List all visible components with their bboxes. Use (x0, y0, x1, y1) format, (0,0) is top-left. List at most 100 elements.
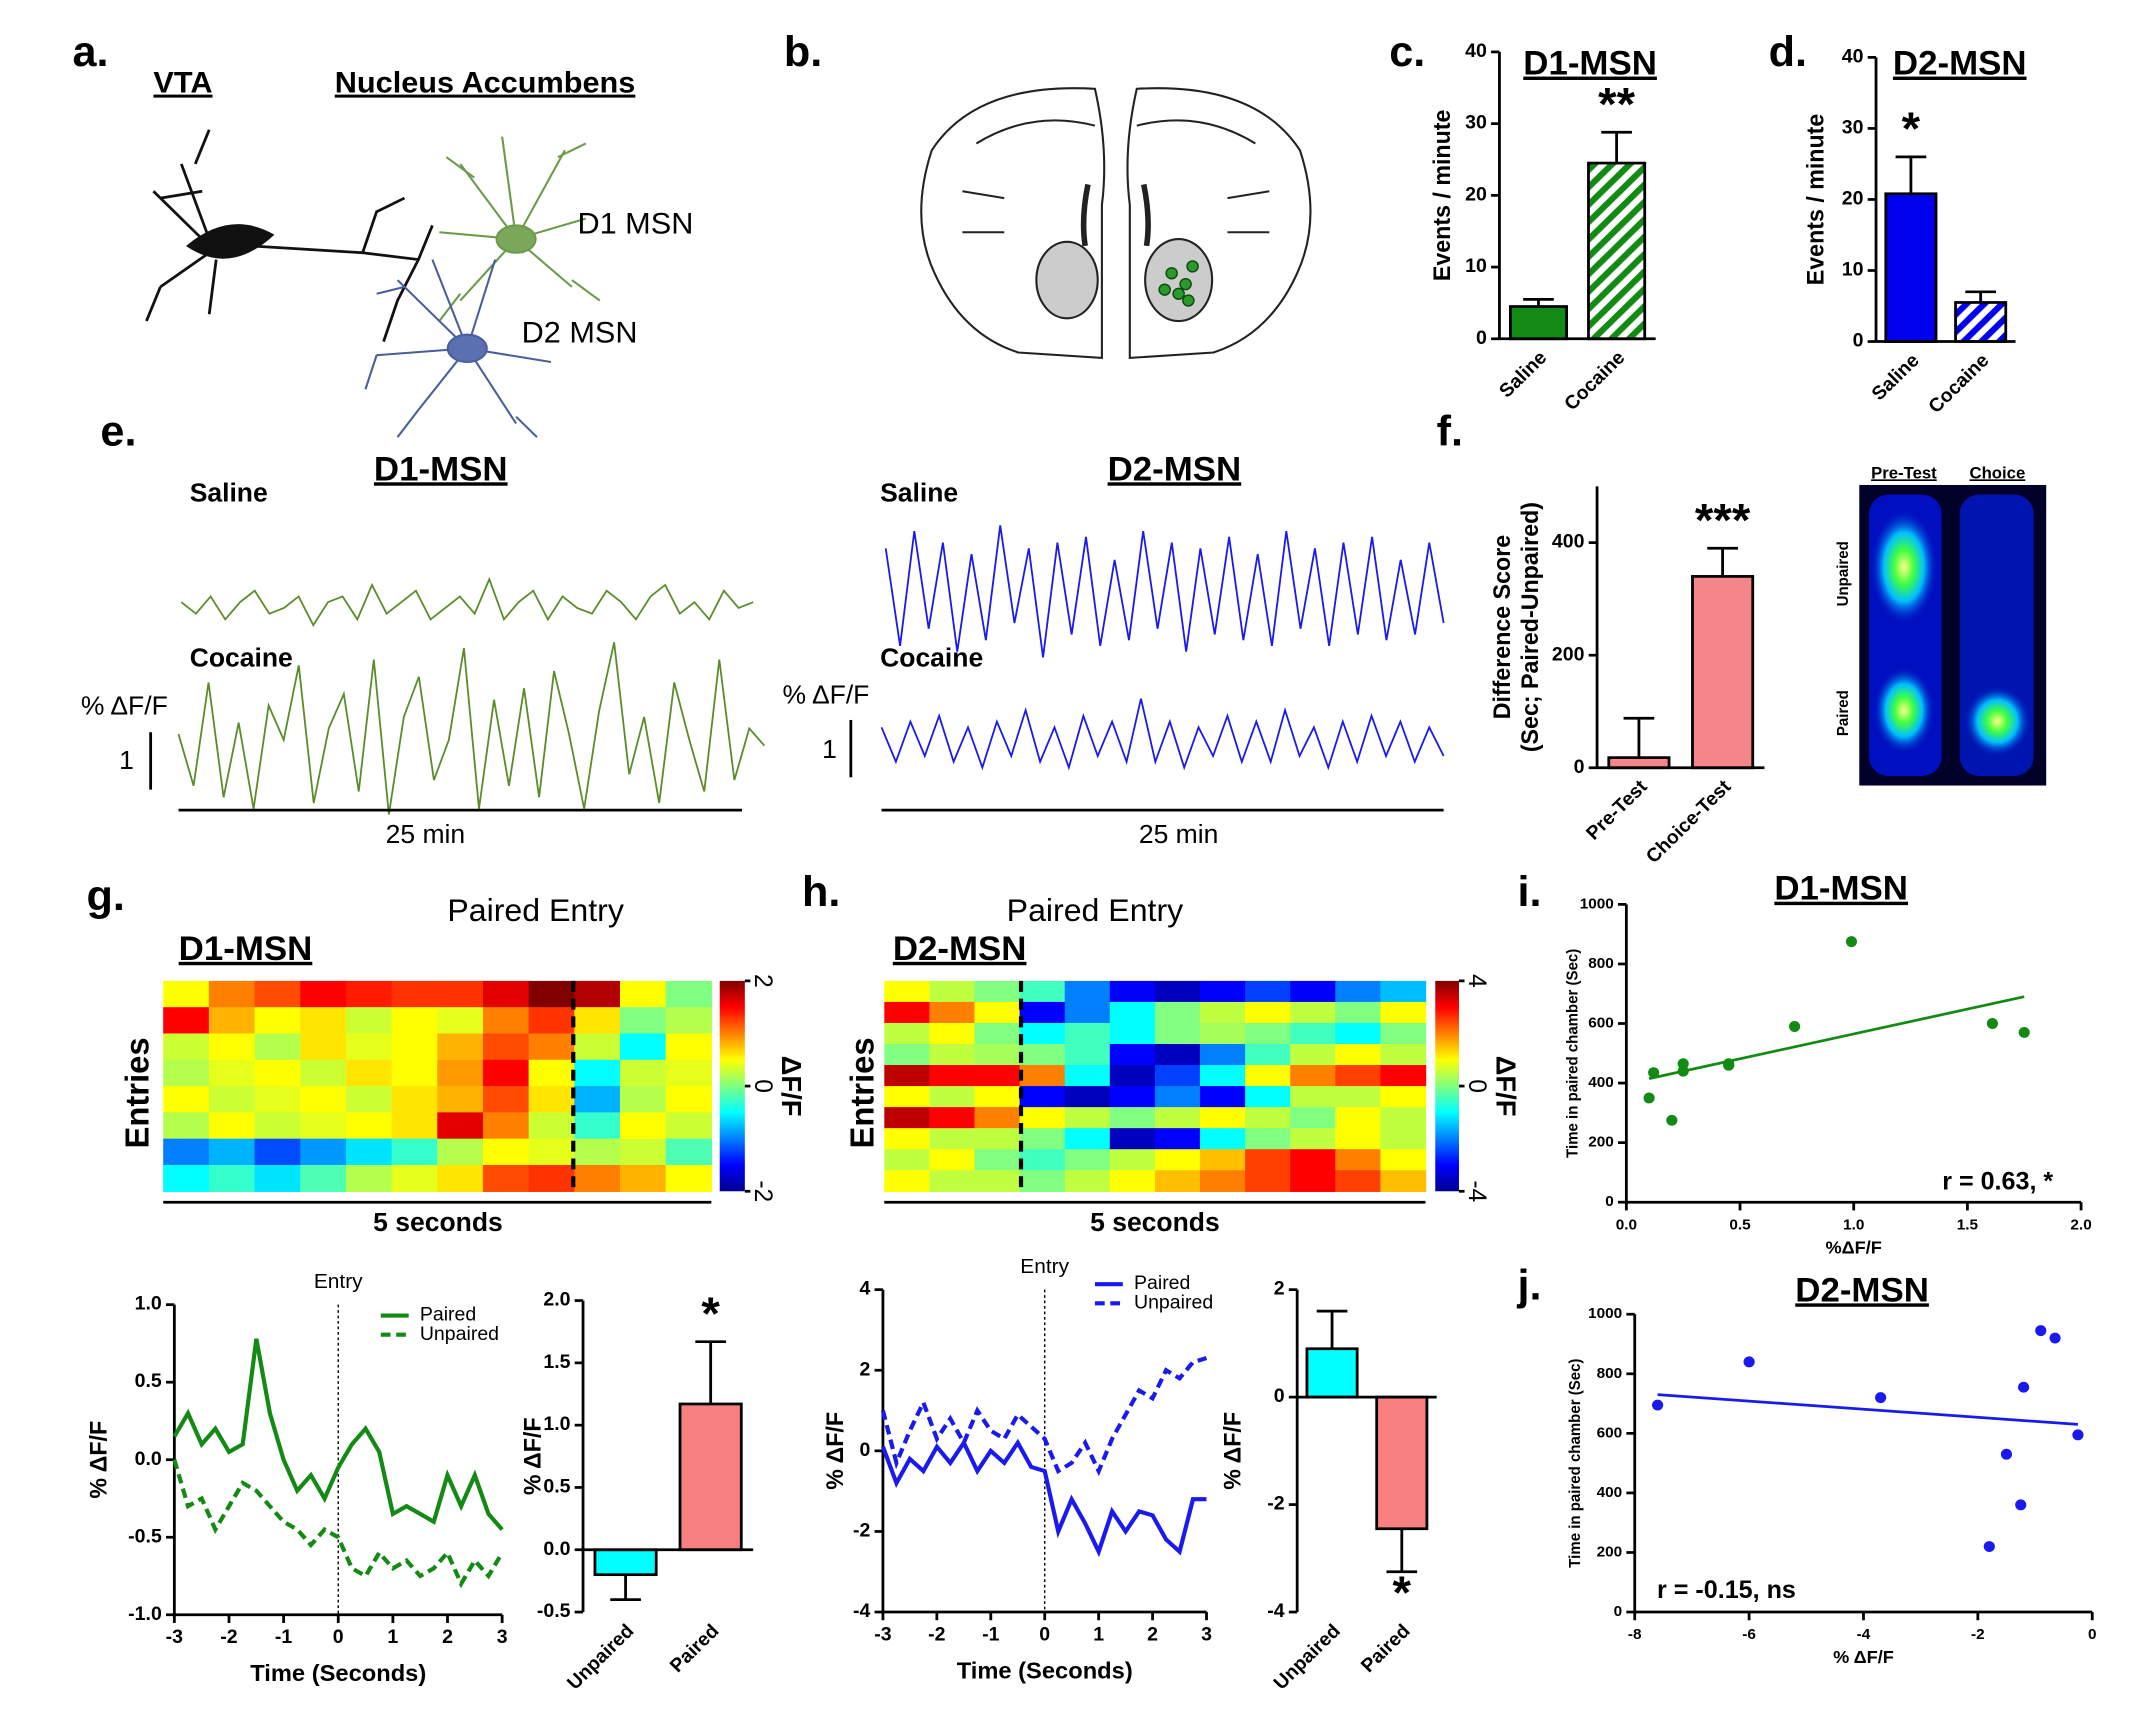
colorbar-label: 0 (1463, 1079, 1490, 1093)
heat-cell (619, 1086, 667, 1114)
heat-cell (1019, 1065, 1066, 1087)
y-tick-label: 400 (1597, 1484, 1623, 1501)
bar (593, 1548, 658, 1577)
y-tick-label: 800 (1588, 955, 1614, 972)
colorbar-title: ΔF/F (1490, 1056, 1521, 1117)
heat-cell (254, 1033, 301, 1061)
heat-cell (163, 1164, 210, 1192)
heat-cell (884, 980, 931, 1003)
heat-cell (528, 1112, 576, 1140)
heat-cell (1019, 1022, 1066, 1045)
heat-cell (1335, 1086, 1382, 1108)
x-axis-label: 25 min (1139, 819, 1219, 849)
heat-cell (884, 1044, 931, 1066)
heat-cell (1290, 1065, 1337, 1087)
heat-cell (528, 1059, 576, 1087)
colorbar-label: -2 (749, 1180, 776, 1202)
y-tick-label: 600 (1597, 1424, 1623, 1441)
heat-cell (929, 1128, 976, 1150)
heat-cell (1380, 1107, 1427, 1129)
scale-bar-label: 1 (119, 745, 134, 775)
error-bar (1623, 716, 1655, 758)
chart-title: D2-MSN (1108, 451, 1242, 489)
heat-cell (300, 1164, 347, 1192)
trace (884, 525, 1445, 658)
heat-cell (1109, 1107, 1156, 1129)
heat-cell (884, 1022, 931, 1045)
heat-cell (208, 1086, 256, 1114)
y-tick-label: 1.5 (543, 1352, 570, 1373)
heat-cell (391, 1138, 438, 1166)
heat-cell (1290, 1001, 1337, 1024)
colorbar-label: 0 (749, 1079, 776, 1093)
heat-cell (528, 1007, 576, 1035)
heat-cell (1290, 1149, 1337, 1171)
y-tick-label: 1000 (1588, 1305, 1622, 1322)
heat-cell (1290, 1086, 1337, 1108)
legend-label: Paired (1134, 1273, 1190, 1294)
colorbar-title: ΔF/F (776, 1056, 807, 1117)
heat-cell (619, 1007, 667, 1035)
stat-label: r = 0.63, * (1942, 1169, 2053, 1196)
heat-cell (208, 1059, 256, 1087)
heat-cell (1380, 1065, 1427, 1087)
trace-name: Saline (880, 478, 958, 508)
x-axis-label: 25 min (386, 819, 466, 849)
heat-cell (437, 1059, 484, 1087)
x-tick-label: Unpaired (1270, 1621, 1345, 1694)
chart-title: D1-MSN (374, 451, 508, 489)
y-tick-label: 40 (1465, 41, 1487, 62)
heat-cell (254, 1086, 301, 1114)
heat-cell (482, 1007, 530, 1035)
heat-cell (929, 1107, 976, 1129)
y-axis-label: % ΔF/F (822, 1412, 848, 1490)
x-tick-label: Cocaine (1925, 350, 1994, 417)
chart-title: D1-MSN (1523, 45, 1657, 83)
heat-cell (574, 980, 621, 1008)
heat-cell (884, 1170, 931, 1192)
y-tick-label: -4 (853, 1601, 871, 1622)
heat-cell (254, 1112, 301, 1140)
heat-cell (437, 1033, 484, 1061)
heat-cell (1200, 1044, 1246, 1066)
heat-cell (482, 1033, 530, 1061)
heat-cell (391, 980, 438, 1008)
y-axis-label: % ΔF/F (81, 691, 168, 721)
heat-cell (1154, 1128, 1201, 1150)
y-axis-label: % ΔF/F (782, 680, 869, 710)
heat-cell (974, 1022, 1021, 1045)
point (1983, 1541, 1995, 1552)
heat-cell (1200, 1128, 1246, 1150)
chart-title: Paired Entry (1007, 892, 1184, 928)
x-tick-label: 0 (333, 1627, 344, 1648)
heat-cell (482, 980, 530, 1008)
fit-line (1648, 995, 2025, 1080)
colorbar-label: 4 (1463, 974, 1490, 988)
heat-cell (619, 1164, 667, 1192)
heat-cell (482, 1138, 530, 1166)
point (1652, 1399, 1664, 1411)
bar (678, 1402, 743, 1552)
neuron-diagram (145, 129, 434, 342)
heat-cell (254, 1059, 301, 1087)
heat-cell (1109, 1086, 1156, 1108)
heat-cell (1154, 1001, 1201, 1024)
y-tick-label: 20 (1465, 185, 1487, 206)
point (2035, 1325, 2047, 1337)
heat-cell (1245, 1001, 1291, 1024)
heat-cell (528, 1138, 576, 1166)
place-image (1859, 484, 2047, 786)
heat-cell (1154, 1065, 1201, 1087)
heat-cell (884, 1107, 931, 1129)
heat-cell (974, 1170, 1021, 1192)
heat-cell (1064, 1065, 1111, 1087)
point (2072, 1429, 2084, 1441)
heat-cell (300, 1033, 347, 1061)
heat-cell (1200, 1022, 1246, 1045)
heat-cell (1019, 1044, 1066, 1066)
y-tick-label: 1.0 (543, 1414, 570, 1435)
x-tick-label: Choice-Test (1642, 776, 1735, 867)
heat-cell (163, 1086, 210, 1114)
heat-cell (1154, 1022, 1201, 1045)
y-tick-label: 600 (1588, 1015, 1614, 1032)
